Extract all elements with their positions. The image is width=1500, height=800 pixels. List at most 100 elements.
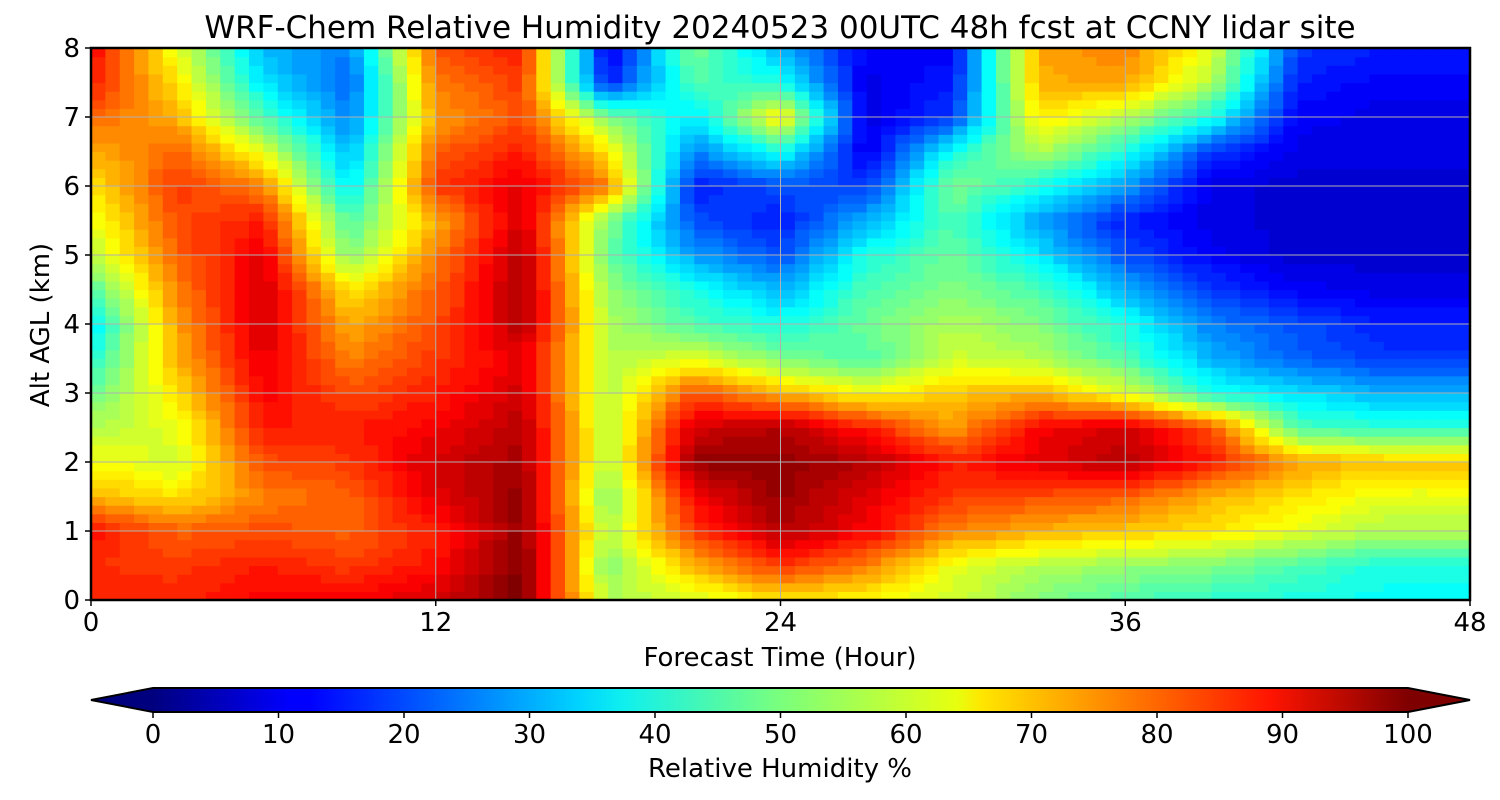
heatmap-cell (191, 341, 207, 351)
heatmap-cell (335, 591, 351, 600)
heatmap-cell (579, 427, 595, 437)
heatmap-cell (852, 237, 868, 247)
heatmap-cell (794, 358, 810, 368)
heatmap-cell (191, 349, 207, 360)
heatmap-cell (306, 539, 322, 549)
heatmap-cell (679, 401, 695, 411)
heatmap-cell (809, 160, 825, 170)
heatmap-cell (579, 522, 595, 532)
heatmap-cell (1311, 315, 1327, 325)
heatmap-cell (1225, 186, 1241, 196)
heatmap-cell (1024, 324, 1040, 334)
heatmap-cell (651, 272, 667, 282)
heatmap-cell (651, 229, 667, 239)
heatmap-cell (249, 582, 264, 592)
heatmap-cell (823, 574, 839, 584)
heatmap-cell (1153, 315, 1169, 325)
heatmap-cell (1182, 505, 1198, 515)
heatmap-cell (1426, 574, 1442, 584)
heatmap-cell (636, 194, 652, 204)
heatmap-cell (938, 444, 954, 454)
heatmap-cell (651, 418, 667, 429)
heatmap-cell (708, 401, 724, 411)
heatmap-cell (1024, 255, 1040, 265)
heatmap-cell (766, 565, 782, 575)
heatmap-cell (464, 539, 480, 549)
heatmap-cell (1240, 358, 1256, 368)
heatmap-cell (1383, 436, 1399, 446)
heatmap-cell (565, 470, 580, 480)
heatmap-cell (881, 332, 897, 342)
heatmap-cell (1369, 324, 1385, 334)
heatmap-cell (1254, 220, 1270, 230)
heatmap-cell (924, 237, 940, 247)
heatmap-cell (565, 367, 580, 377)
heatmap-cell (464, 531, 480, 541)
heatmap-cell (1211, 324, 1227, 334)
heatmap-cell (1383, 565, 1399, 575)
heatmap-cell (134, 298, 150, 308)
heatmap-cell (292, 479, 308, 489)
heatmap-cell (1355, 418, 1371, 429)
heatmap-cell (866, 375, 882, 385)
heatmap-cell (579, 177, 595, 187)
heatmap-cell (1311, 332, 1327, 342)
heatmap-cell (1125, 177, 1141, 187)
heatmap-cell (723, 186, 738, 196)
heatmap-cell (579, 332, 595, 342)
heatmap-cell (1383, 151, 1399, 161)
heatmap-cell (837, 479, 853, 489)
heatmap-cell (1211, 298, 1227, 308)
heatmap-cell (1225, 444, 1241, 454)
heatmap-cell (1024, 263, 1040, 273)
heatmap-cell (292, 211, 308, 222)
heatmap-cell (780, 306, 796, 316)
heatmap-cell (550, 168, 566, 178)
heatmap-cell (1053, 462, 1069, 472)
heatmap-cell (967, 487, 983, 498)
heatmap-cell (622, 177, 638, 187)
heatmap-cell (1053, 186, 1069, 196)
heatmap-cell (766, 349, 782, 360)
heatmap-cell (708, 160, 724, 170)
heatmap-cell (1125, 160, 1141, 170)
heatmap-cell (1211, 375, 1227, 385)
heatmap-cell (162, 177, 178, 187)
heatmap-cell (708, 349, 724, 360)
heatmap-cell (349, 393, 365, 403)
heatmap-cell (751, 272, 767, 282)
heatmap-cell (234, 574, 250, 584)
heatmap-cell (881, 496, 897, 506)
heatmap-cell (952, 332, 968, 342)
heatmap-cell (593, 315, 609, 325)
heatmap-cell (1225, 255, 1241, 265)
heatmap-cell (579, 436, 595, 446)
heatmap-cell (651, 522, 667, 532)
heatmap-cell (1426, 582, 1442, 592)
heatmap-cell (378, 211, 394, 222)
heatmap-cell (794, 401, 810, 411)
heatmap-cell (952, 220, 968, 230)
heatmap-cell (349, 237, 365, 247)
heatmap-cell (1426, 324, 1442, 334)
heatmap-cell (263, 453, 279, 463)
heatmap-cell (148, 565, 164, 575)
heatmap-cell (1139, 315, 1155, 325)
heatmap-cell (234, 410, 250, 420)
heatmap-cell (134, 168, 150, 178)
heatmap-cell (651, 306, 667, 316)
heatmap-cell (162, 186, 178, 196)
heatmap-cell (177, 574, 193, 584)
heatmap-cell (1082, 298, 1098, 308)
heatmap-cell (148, 548, 164, 558)
heatmap-cell (1197, 255, 1213, 265)
heatmap-cell (148, 263, 164, 273)
heatmap-cell (1024, 436, 1040, 446)
heatmap-cell (780, 591, 796, 600)
heatmap-cell (320, 565, 336, 575)
heatmap-cell (205, 186, 221, 196)
heatmap-cell (162, 220, 178, 230)
heatmap-cell (1225, 341, 1241, 351)
heatmap-cell (392, 211, 408, 222)
heatmap-cell (435, 246, 451, 256)
